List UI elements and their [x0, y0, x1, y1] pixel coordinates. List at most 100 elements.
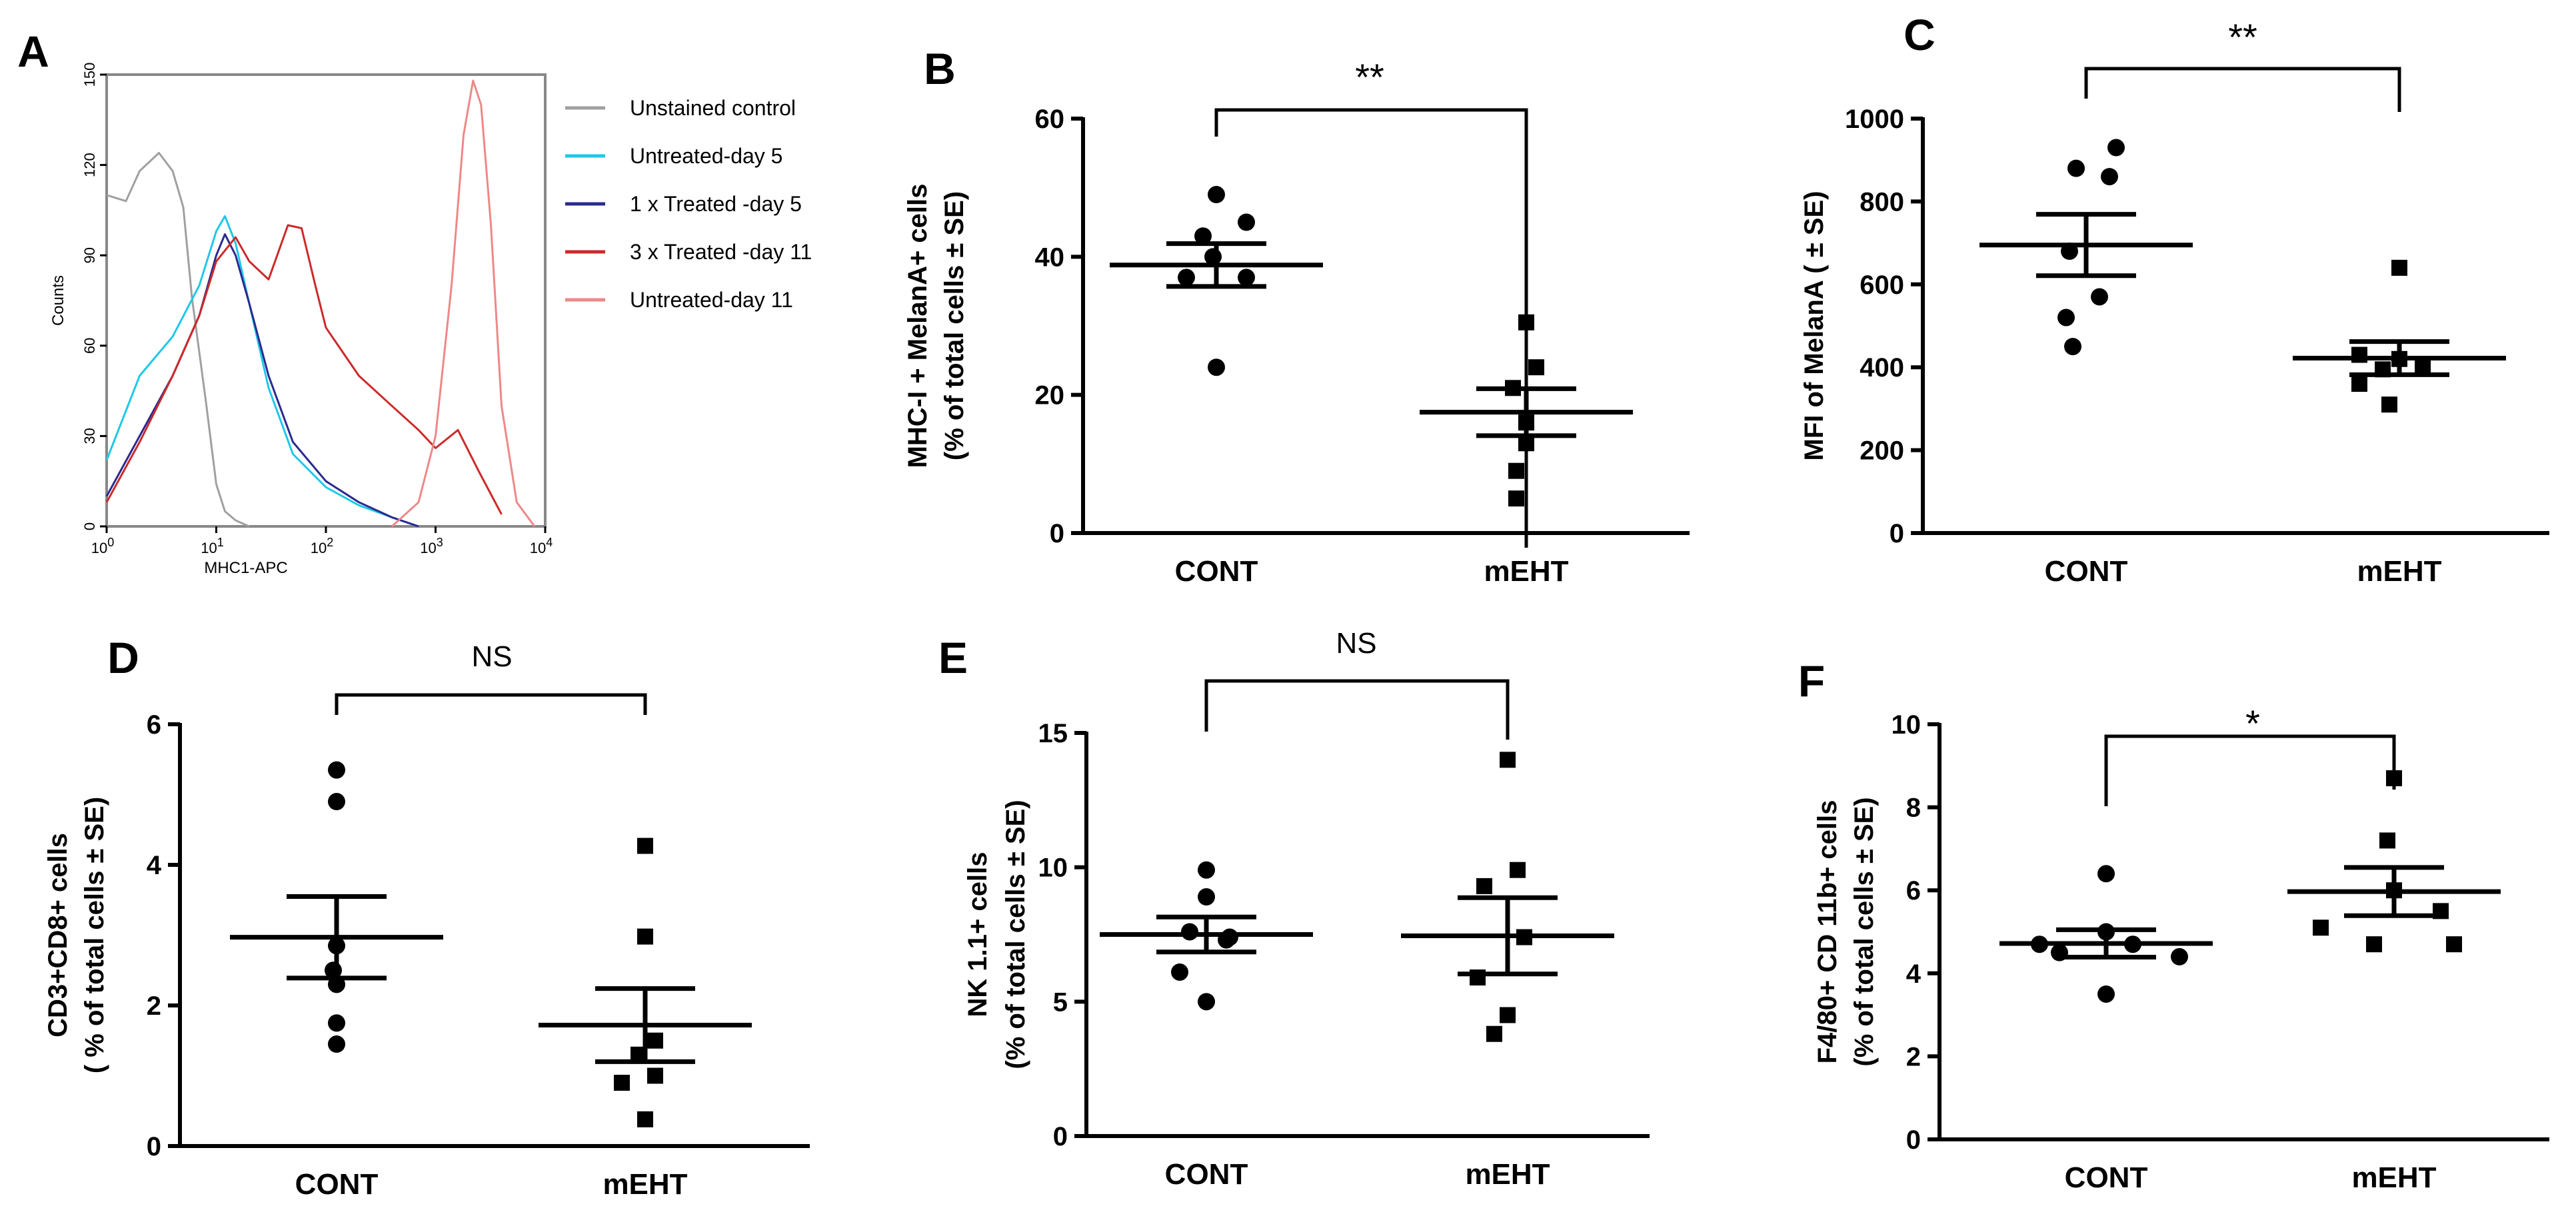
data-point	[1238, 213, 1255, 231]
x-category-label: CONT	[1175, 555, 1258, 588]
y-tick-label: 150	[81, 63, 98, 87]
data-point	[328, 761, 345, 779]
data-point	[1500, 1007, 1516, 1023]
legend-label: 3 x Treated -day 11	[630, 240, 812, 264]
x-tick-exponent: 0	[107, 536, 114, 549]
data-point	[1194, 227, 1212, 245]
data-point	[1476, 878, 1492, 894]
data-point	[2381, 396, 2397, 413]
y-tick-label: 90	[81, 247, 98, 263]
x-category-label: CONT	[1165, 1158, 1248, 1191]
significance-label: *	[2245, 702, 2260, 744]
data-point	[2067, 159, 2085, 177]
y-axis-label: ( % of total cells ± SE)	[80, 797, 109, 1073]
legend-label: 1 x Treated -day 5	[630, 192, 802, 216]
x-category-label: mEHT	[2351, 1161, 2436, 1194]
data-point	[2091, 288, 2108, 306]
x-tick-base: 10	[91, 540, 107, 556]
y-tick-label: 20	[1035, 381, 1065, 410]
x-tick-base: 10	[420, 540, 436, 556]
data-point	[2391, 259, 2407, 276]
y-tick-label: 120	[81, 153, 98, 177]
y-tick-label: 60	[1035, 105, 1065, 134]
y-axis-label: (% of total cells ± SE)	[940, 191, 969, 460]
x-category-label: mEHT	[1465, 1158, 1550, 1191]
data-point	[614, 1075, 630, 1091]
x-axis-label: MHC1-APC	[204, 559, 287, 577]
y-tick-label: 10	[1038, 854, 1068, 883]
panel-letter: C	[1904, 10, 1935, 59]
y-tick-label: 0	[1053, 1122, 1068, 1151]
data-point	[1198, 861, 1215, 879]
panel-c-chart: C 0 200 400 600 800 1000 MFI of MelanA ( ± SE) C…	[1800, 10, 2549, 588]
y-axis-label: MHC-I + MelanA+ cells	[903, 184, 932, 468]
data-point	[2097, 985, 2115, 1003]
data-point	[328, 793, 345, 811]
data-point	[647, 1032, 663, 1049]
data-point	[2379, 832, 2395, 849]
y-tick-label: 4	[147, 851, 162, 880]
data-point	[2386, 770, 2402, 786]
data-point	[328, 1035, 345, 1053]
plot-frame	[105, 73, 547, 528]
x-tick-base: 10	[201, 540, 217, 556]
y-tick-label: 30	[81, 428, 98, 444]
y-tick-label: 15	[1038, 719, 1068, 748]
legend-label: Untreated-day 5	[630, 144, 782, 168]
significance-label: NS	[471, 640, 512, 673]
y-axis-label: CD3+CD8+ cells	[43, 833, 73, 1037]
data-point	[2313, 919, 2329, 936]
legend-label: Untreated-day 11	[630, 288, 793, 312]
data-point	[1238, 269, 1255, 287]
data-point	[1178, 269, 1195, 287]
x-tick-exponent: 3	[437, 536, 443, 549]
legend-label: Unstained control	[630, 96, 796, 120]
data-point	[1208, 186, 1225, 204]
y-tick-label: 6	[147, 710, 161, 740]
data-point	[637, 838, 653, 854]
x-category-label: mEHT	[2357, 555, 2441, 588]
histogram-series-1	[106, 152, 250, 528]
x-tick-base: 10	[311, 540, 327, 556]
data-point	[2351, 376, 2367, 392]
significance-label: **	[2228, 16, 2257, 58]
data-point	[2097, 865, 2115, 883]
x-tick-base: 10	[530, 540, 546, 556]
x-tick-label: 103	[420, 536, 443, 556]
panel-letter: D	[107, 633, 139, 682]
y-axis-label: MFI of MelanA ( ± SE)	[1800, 191, 1829, 461]
panel-b-chart: B 0 20 40 60 MHC-I + MelanA+ cells (% of total…	[903, 44, 1690, 588]
data-point	[1198, 993, 1215, 1011]
y-tick-label: 2	[147, 991, 161, 1021]
y-tick-label: 400	[1860, 353, 1904, 382]
x-tick-label: 102	[311, 536, 334, 556]
data-point	[1171, 963, 1188, 981]
x-category-label: CONT	[2045, 555, 2128, 588]
histogram-series-4	[105, 224, 503, 515]
panel-letter: B	[924, 44, 956, 93]
y-tick-label: 6	[1906, 876, 1921, 906]
data-point	[328, 1014, 345, 1032]
data-point	[2064, 338, 2081, 356]
data-point	[1181, 923, 1198, 941]
data-point	[1510, 862, 1526, 878]
panel-letter: E	[938, 633, 968, 682]
panel-d-chart: D 0 2 4 6 CD3+CD8+ cells( % of total cells ± …	[43, 633, 810, 1201]
y-tick-label: 200	[1860, 436, 1904, 466]
x-tick-exponent: 4	[546, 536, 553, 549]
data-point	[2101, 168, 2118, 186]
x-category-label: CONT	[2065, 1161, 2148, 1194]
y-tick-label: 5	[1053, 987, 1068, 1017]
data-point	[2107, 139, 2125, 157]
x-tick-label: 101	[201, 536, 224, 556]
data-point	[637, 928, 653, 945]
y-tick-label: 0	[1050, 519, 1064, 548]
y-axis-label: NK 1.1+ cells	[963, 852, 992, 1017]
y-axis-label: (% of total cells ± SE)	[1001, 800, 1030, 1069]
y-tick-label: 800	[1860, 187, 1904, 217]
x-tick-label: 104	[530, 536, 553, 556]
y-tick-label: 40	[1035, 243, 1065, 272]
x-tick-label: 100	[91, 536, 115, 556]
data-point	[1508, 462, 1524, 479]
